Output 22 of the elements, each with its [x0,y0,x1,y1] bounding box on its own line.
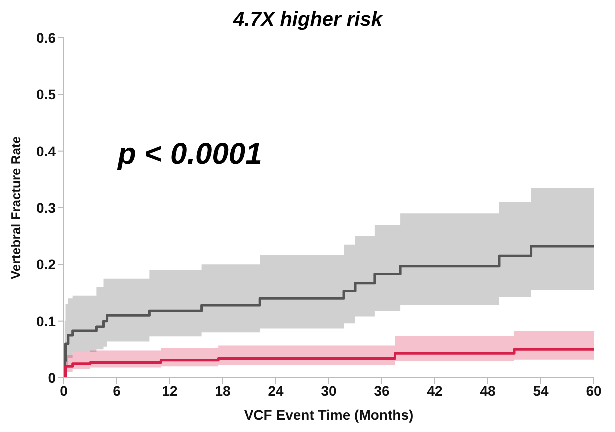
x-tick-label: 36 [374,382,390,399]
x-tick-label: 6 [113,382,122,399]
y-tick-label: 0.5 [36,86,56,103]
y-tick-label: 0.4 [36,143,56,160]
chart-title: 4.7X higher risk [234,9,382,31]
x-tick-label: 48 [480,382,496,399]
y-tick-label: 0.6 [36,30,56,46]
annotation: p < 0.0001 [118,138,262,172]
y-tick-label: 0.3 [36,200,56,216]
x-tick-label: 18 [215,382,231,399]
y-tick-label: 0 [48,370,56,386]
x-tick-label: 24 [268,382,284,399]
x-tick-label: 42 [427,382,443,399]
y-tick-label: 0.1 [36,313,56,330]
x-tick-label: 54 [533,382,549,399]
x-tick-label: 0 [60,382,68,399]
y-tick-label: 0.2 [36,256,56,273]
y-axis-title: Vertebral Fracture Rate [8,136,24,280]
x-tick-label: 30 [321,382,337,399]
x-axis-title: VCF Event Time (Months) [244,407,414,423]
x-tick-label: 12 [162,382,178,399]
x-tick-label: 60 [586,382,602,399]
